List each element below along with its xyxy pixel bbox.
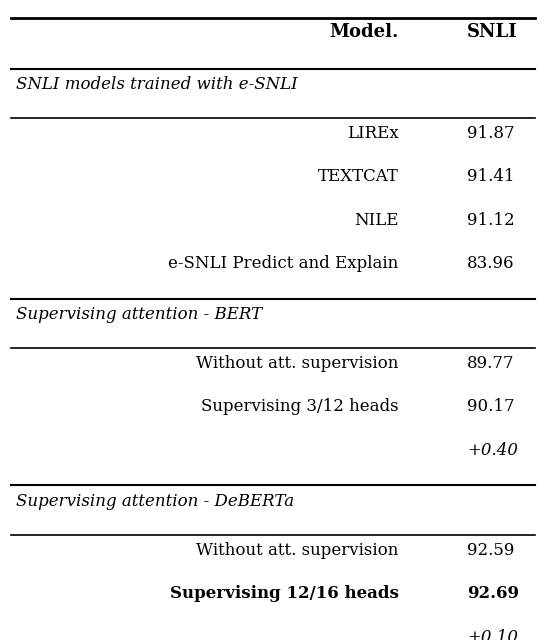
Text: NILE: NILE: [354, 212, 399, 228]
Text: 91.41: 91.41: [467, 168, 514, 185]
Text: e-SNLI Predict and Explain: e-SNLI Predict and Explain: [168, 255, 399, 272]
Text: 91.12: 91.12: [467, 212, 514, 228]
Text: Without att. supervision: Without att. supervision: [196, 355, 399, 372]
Text: +0.10: +0.10: [467, 628, 518, 640]
Text: 83.96: 83.96: [467, 255, 514, 272]
Text: +0.40: +0.40: [467, 442, 518, 459]
Text: SNLI: SNLI: [467, 22, 518, 41]
Text: 89.77: 89.77: [467, 355, 514, 372]
Text: Supervising 3/12 heads: Supervising 3/12 heads: [201, 398, 399, 415]
Text: 92.69: 92.69: [467, 585, 519, 602]
Text: Without att. supervision: Without att. supervision: [196, 541, 399, 559]
Text: LIREx: LIREx: [347, 125, 399, 141]
Text: 90.17: 90.17: [467, 398, 514, 415]
Text: 91.87: 91.87: [467, 125, 514, 141]
Text: TEXTCAT: TEXTCAT: [318, 168, 399, 185]
Text: Supervising attention - DeBERTa: Supervising attention - DeBERTa: [16, 493, 294, 509]
Text: Supervising 12/16 heads: Supervising 12/16 heads: [170, 585, 399, 602]
Text: Supervising attention - BERT: Supervising attention - BERT: [16, 306, 263, 323]
Text: SNLI models trained with e-SNLI: SNLI models trained with e-SNLI: [16, 76, 298, 93]
Text: 92.59: 92.59: [467, 541, 514, 559]
Text: Model.: Model.: [329, 22, 399, 41]
